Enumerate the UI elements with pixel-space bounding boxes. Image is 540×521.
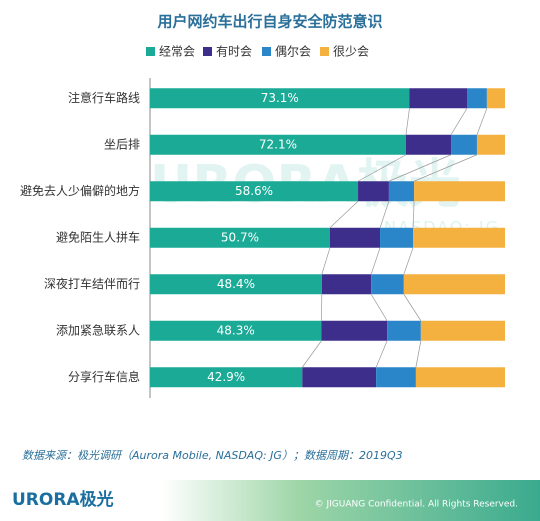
value-label: 50.7% — [221, 230, 259, 244]
bar-segment — [409, 88, 468, 109]
category-label: 避免去人少偏僻的地方 — [20, 183, 140, 198]
bar-segment — [329, 227, 381, 248]
bar-segment — [451, 134, 477, 155]
bar-segment — [150, 274, 322, 295]
category-label: 注意行车路线 — [68, 90, 140, 105]
bar-segment — [413, 227, 505, 248]
footer-band — [0, 480, 540, 521]
connector-line — [403, 294, 422, 321]
connector-line — [415, 340, 422, 368]
connector-line — [357, 154, 407, 182]
bar-segment — [376, 367, 416, 388]
value-label: 42.9% — [207, 370, 245, 384]
legend-label: 偶尔会 — [275, 44, 311, 59]
bar-segment — [486, 88, 505, 109]
bar-segment — [476, 134, 505, 155]
footer-logo: URORA极光 — [12, 489, 114, 510]
legend-swatch — [146, 47, 155, 56]
value-label: 58.6% — [235, 184, 273, 198]
connector-line — [370, 247, 381, 275]
connector-line — [476, 108, 488, 135]
bar-segment — [380, 227, 414, 248]
legend-swatch — [203, 47, 212, 56]
bar-segment — [150, 134, 406, 155]
category-label: 避免陌生人拼车 — [56, 229, 140, 244]
bar-segment — [467, 88, 487, 109]
bar-segment — [321, 274, 372, 295]
connector-line — [388, 154, 452, 182]
bar-segment — [420, 320, 505, 341]
bar-segment — [358, 181, 389, 202]
bar-segment — [302, 367, 377, 388]
bar-segment — [415, 367, 505, 388]
value-label: 48.3% — [217, 323, 255, 337]
category-label: 添加紧急联系人 — [56, 322, 140, 337]
connector-line — [302, 340, 322, 368]
bar-segment — [387, 320, 421, 341]
bar-segment — [405, 134, 452, 155]
footer-copyright: © JIGUANG Confidential. All Rights Reser… — [315, 500, 518, 510]
bar-segment — [388, 181, 415, 202]
bar-segment — [414, 181, 505, 202]
category-label: 坐后排 — [104, 137, 140, 151]
connector-line — [321, 247, 331, 275]
connector-line — [375, 340, 388, 368]
bar-segment — [150, 88, 410, 109]
legend-label: 很少会 — [333, 45, 369, 59]
chart-title: 用户网约车出行自身安全防范意识 — [157, 13, 382, 31]
bar-segment — [150, 320, 322, 341]
connector-line — [403, 247, 414, 275]
connector-line — [329, 200, 359, 229]
value-label: 73.1% — [261, 91, 299, 105]
category-label: 分享行车信息 — [68, 369, 140, 384]
connector-line — [370, 294, 388, 321]
connector-line — [379, 201, 390, 228]
legend-swatch — [320, 47, 329, 56]
category-label: 深夜打车结伴而行 — [44, 276, 140, 291]
bar-segment — [150, 227, 330, 248]
value-label: 48.4% — [217, 277, 255, 291]
bar-segment — [150, 367, 303, 388]
bar-segment — [371, 274, 404, 295]
bar-segment — [321, 320, 388, 341]
legend-label: 经常会 — [159, 45, 195, 59]
legend-swatch — [262, 47, 271, 56]
source: 数据来源：极光调研（Aurora Mobile, NASDAQ: JG）；数据周… — [22, 449, 403, 462]
connector-line — [450, 108, 468, 135]
connector-line — [405, 108, 410, 135]
connector-line — [413, 154, 478, 182]
bar-segment — [403, 274, 505, 295]
bar-segment — [150, 181, 359, 202]
connector-line — [412, 201, 415, 228]
legend-label: 有时会 — [216, 45, 252, 59]
value-label: 72.1% — [259, 137, 297, 151]
